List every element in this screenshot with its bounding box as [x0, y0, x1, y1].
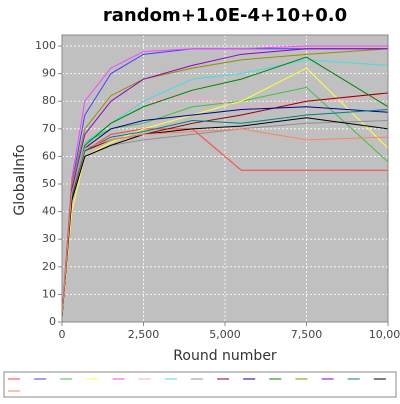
series-line: [61, 45, 388, 317]
x-axis-label: Round number: [173, 348, 277, 364]
y-tick-label: 100: [35, 39, 56, 52]
y-tick-label: 90: [42, 67, 56, 80]
y-tick-label: 10: [42, 287, 56, 300]
y-tick-label: 70: [42, 122, 56, 135]
x-tick-label: 2,500: [128, 328, 160, 341]
y-tick-label: 50: [42, 177, 56, 190]
y-tick-label: 60: [42, 149, 56, 162]
y-tick-label: 20: [42, 260, 56, 273]
plot-border: [61, 34, 389, 323]
series-line: [61, 48, 388, 317]
series-line: [61, 128, 389, 317]
x-tick-label: 7,500: [291, 328, 323, 341]
series-line: [61, 48, 388, 317]
y-tick-label: 30: [42, 232, 56, 245]
series-line: [61, 109, 389, 317]
legend-box: [3, 371, 397, 398]
x-tick-label: 10,000: [369, 328, 400, 341]
y-axis-label: GlobalInfo: [12, 144, 28, 215]
y-tick-label: 0: [49, 315, 56, 328]
plot-area: [62, 35, 388, 322]
series-line: [61, 67, 389, 317]
x-tick-label: 0: [59, 328, 66, 341]
x-tick-label: 5,000: [209, 328, 241, 341]
y-tick-label: 80: [42, 94, 56, 107]
y-tick-label: 40: [42, 205, 56, 218]
chart-title: random+1.0E-4+10+0.0: [103, 5, 347, 26]
